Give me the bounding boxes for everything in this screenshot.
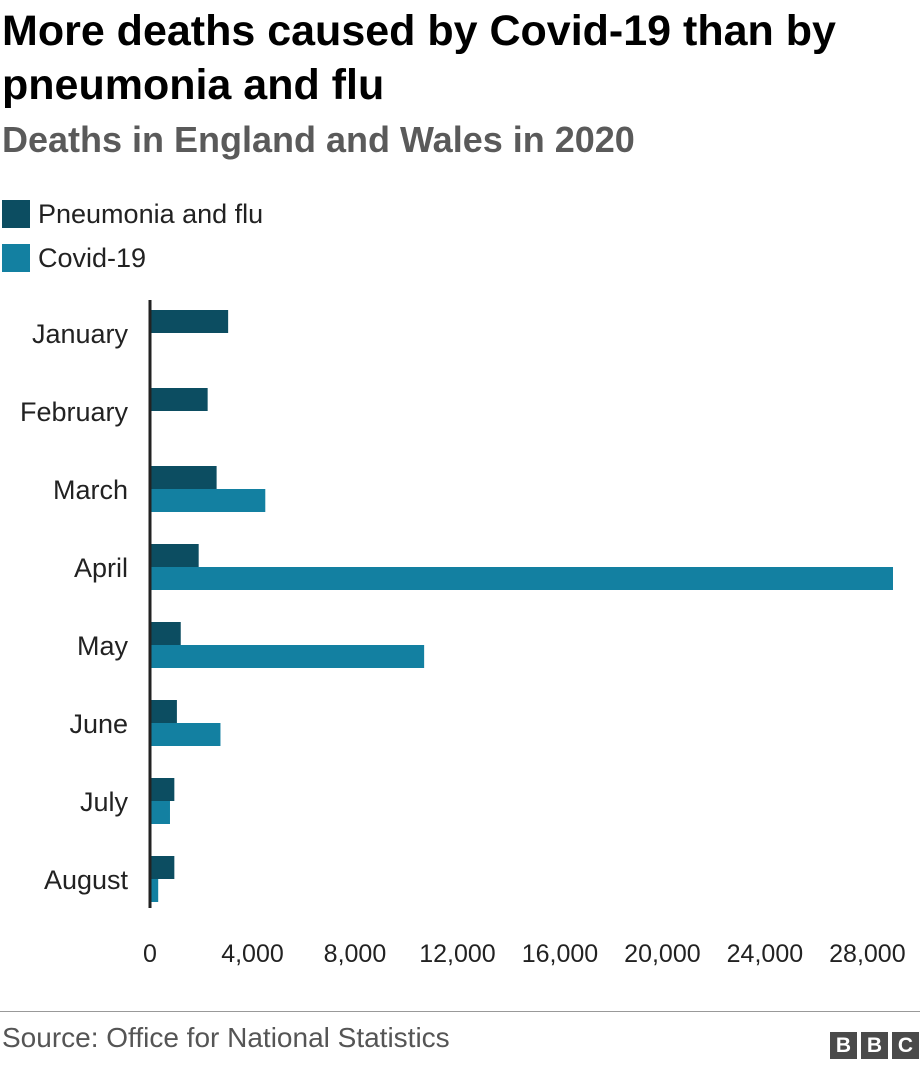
- chart-title: More deaths caused by Covid-19 than by p…: [2, 7, 836, 109]
- legend-label-pneumonia-flu: Pneumonia and flu: [38, 198, 264, 229]
- bar-pneumonia-flu: [150, 778, 175, 801]
- x-tick-label: 28,000: [829, 940, 905, 968]
- bar-covid-19: [150, 879, 159, 902]
- bbc-logo-letter: B: [830, 1032, 857, 1059]
- legend-label-covid-19: Covid-19: [38, 242, 147, 273]
- bar-pneumonia-flu: [150, 622, 181, 645]
- bar-pneumonia-flu: [150, 856, 175, 879]
- x-tick-label: 4,000: [221, 940, 284, 968]
- category-label: March: [53, 475, 128, 505]
- legend-swatch-covid-19: [2, 244, 30, 272]
- bar-covid-19: [150, 723, 221, 746]
- category-label: July: [80, 787, 129, 817]
- legend-item-pneumonia-flu: Pneumonia and flu: [2, 192, 263, 236]
- x-tick-label: 24,000: [727, 940, 803, 968]
- bar-covid-19: [150, 567, 893, 590]
- bbc-logo-letter: B: [861, 1032, 888, 1059]
- source-note: Source: Office for National Statistics: [2, 1022, 450, 1053]
- legend-swatch-pneumonia-flu: [2, 200, 30, 228]
- bar-covid-19: [150, 645, 425, 668]
- bar-covid-19: [150, 801, 170, 824]
- bar-pneumonia-flu: [150, 310, 229, 333]
- bbc-logo: B B C: [830, 1032, 919, 1059]
- x-tick-label: 16,000: [522, 940, 598, 968]
- footer-divider: [0, 1011, 920, 1012]
- legend-item-covid-19: Covid-19: [2, 236, 263, 280]
- x-tick-label: 8,000: [324, 940, 387, 968]
- category-label: May: [77, 631, 129, 661]
- bar-pneumonia-flu: [150, 700, 177, 723]
- bar-pneumonia-flu: [150, 544, 199, 567]
- bar-pneumonia-flu: [150, 466, 217, 489]
- category-label: January: [32, 319, 129, 349]
- legend: Pneumonia and flu Covid-19: [2, 192, 263, 280]
- x-tick-label: 0: [143, 940, 157, 968]
- category-label: June: [69, 709, 128, 739]
- category-label: August: [44, 865, 129, 895]
- category-label: April: [74, 553, 128, 583]
- category-label: February: [20, 397, 129, 427]
- x-tick-label: 12,000: [419, 940, 495, 968]
- bar-pneumonia-flu: [150, 388, 208, 411]
- bar-covid-19: [150, 489, 266, 512]
- chart-subtitle: Deaths in England and Wales in 2020: [2, 119, 635, 160]
- x-tick-label: 20,000: [624, 940, 700, 968]
- bbc-logo-letter: C: [892, 1032, 919, 1059]
- bar-chart: January February March April May June July Augu…: [20, 300, 906, 968]
